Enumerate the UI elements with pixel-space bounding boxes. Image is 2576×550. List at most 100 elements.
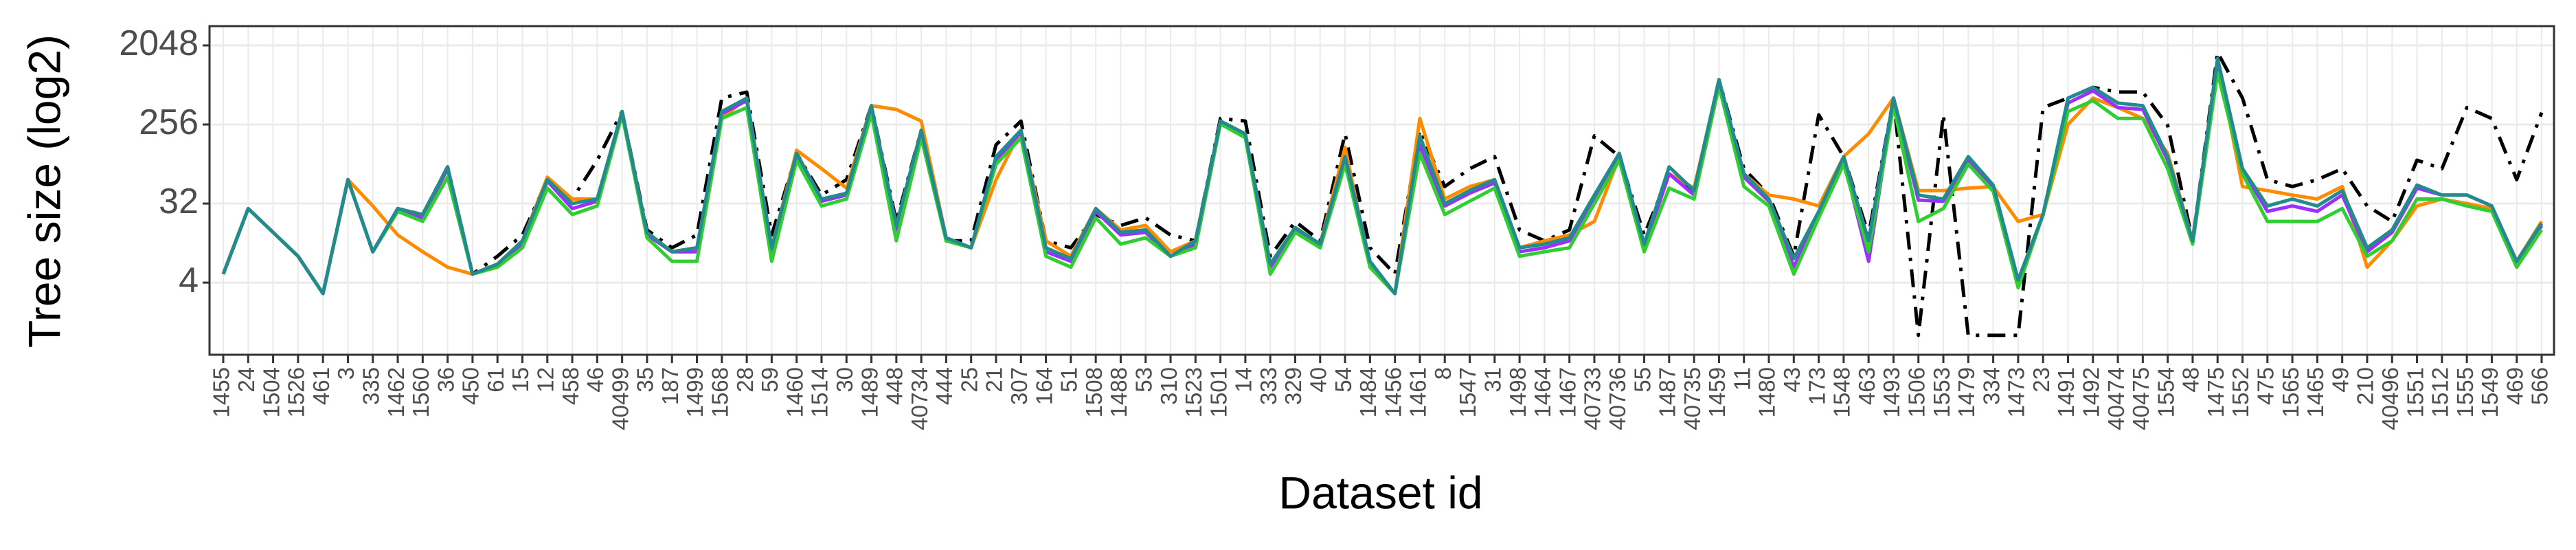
x-tick-label: 1473 bbox=[2004, 367, 2029, 417]
x-tick-label: 566 bbox=[2527, 367, 2553, 405]
x-tick-label: 1547 bbox=[1455, 367, 1480, 417]
x-tick-label: 14 bbox=[1231, 367, 1256, 393]
x-tick-label: 1523 bbox=[1181, 367, 1206, 417]
x-tick-label: 28 bbox=[732, 367, 758, 393]
x-tick-label: 1560 bbox=[408, 367, 433, 417]
x-tick-label: 1489 bbox=[857, 367, 882, 417]
x-tick-label: 8 bbox=[1430, 367, 1456, 380]
x-tick-label: 1551 bbox=[2402, 367, 2428, 417]
x-tick-label: 1499 bbox=[682, 367, 708, 417]
x-tick-label: 1487 bbox=[1655, 367, 1680, 417]
x-tick-label: 448 bbox=[882, 367, 907, 405]
x-tick-label: 40733 bbox=[1580, 367, 1605, 430]
x-tick-label: 1493 bbox=[1879, 367, 1904, 417]
y-axis-title: Tree size (log2) bbox=[19, 34, 69, 348]
x-tick-label: 463 bbox=[1854, 367, 1879, 405]
x-tick-label: 59 bbox=[757, 367, 782, 393]
x-tick-label: 21 bbox=[982, 367, 1007, 393]
x-tick-label: 1492 bbox=[2078, 367, 2103, 417]
x-axis-title: Dataset id bbox=[1278, 467, 1482, 518]
x-tick-label: 40735 bbox=[1680, 367, 1705, 430]
x-tick-label: 40496 bbox=[2377, 367, 2403, 430]
x-tick-label: 1514 bbox=[807, 367, 833, 417]
x-tick-label: 40 bbox=[1305, 367, 1331, 393]
x-tick-label: 333 bbox=[1256, 367, 1281, 405]
x-tick-label: 1568 bbox=[708, 367, 733, 417]
y-tick-label: 256 bbox=[139, 102, 199, 142]
x-tick-label: 40734 bbox=[907, 367, 932, 430]
x-tick-label: 1459 bbox=[1704, 367, 1730, 417]
series-line bbox=[221, 50, 2544, 338]
x-tick-label: 1488 bbox=[1106, 367, 1131, 417]
x-tick-label: 15 bbox=[508, 367, 533, 393]
x-tick-label: 1467 bbox=[1555, 367, 1580, 417]
x-tick-label: 1508 bbox=[1081, 367, 1107, 417]
x-tick-label: 1465 bbox=[2303, 367, 2328, 417]
x-tick-label: 329 bbox=[1280, 367, 1306, 405]
y-tick-label: 32 bbox=[159, 182, 199, 221]
y-tick-label: 4 bbox=[179, 261, 199, 300]
x-tick-label: 11 bbox=[1729, 367, 1754, 390]
x-tick-label: 23 bbox=[2029, 367, 2054, 393]
x-tick-label: 1548 bbox=[1829, 367, 1855, 417]
x-tick-label: 307 bbox=[1006, 367, 1032, 405]
x-tick-label: 173 bbox=[1804, 367, 1829, 405]
x-tick-label: 40474 bbox=[2103, 367, 2129, 430]
x-tick-label: 1484 bbox=[1355, 367, 1381, 417]
x-tick-label: 25 bbox=[956, 367, 982, 393]
x-tick-label: 1460 bbox=[782, 367, 807, 417]
x-tick-label: 1455 bbox=[209, 367, 234, 417]
x-tick-label: 1501 bbox=[1206, 367, 1231, 417]
x-tick-label: 1549 bbox=[2477, 367, 2502, 417]
x-tick-label: 54 bbox=[1331, 367, 1356, 393]
x-tick-label: 1462 bbox=[383, 367, 409, 417]
x-tick-label: 334 bbox=[1978, 367, 2004, 405]
x-tick-label: 40736 bbox=[1605, 367, 1630, 430]
x-tick-label: 3 bbox=[333, 367, 359, 380]
x-tick-label: 1475 bbox=[2203, 367, 2228, 417]
x-tick-label: 1461 bbox=[1405, 367, 1431, 417]
x-tick-label: 1479 bbox=[1954, 367, 1979, 417]
x-tick-label: 461 bbox=[308, 367, 334, 405]
x-tick-label: 1555 bbox=[2452, 367, 2478, 417]
x-tick-label: 43 bbox=[1779, 367, 1805, 393]
x-tick-label: 55 bbox=[1629, 367, 1655, 393]
x-tick-label: 187 bbox=[657, 367, 683, 405]
x-tick-label: 475 bbox=[2253, 367, 2279, 405]
x-tick-label: 210 bbox=[2353, 367, 2378, 405]
x-tick-label: 35 bbox=[633, 367, 658, 393]
x-tick-label: 444 bbox=[931, 367, 957, 405]
x-tick-label: 36 bbox=[433, 367, 458, 393]
x-tick-label: 53 bbox=[1131, 367, 1156, 393]
x-tick-label: 1504 bbox=[258, 367, 284, 417]
y-tick-label: 2048 bbox=[119, 23, 199, 63]
x-tick-label: 40499 bbox=[607, 367, 633, 430]
x-tick-label: 12 bbox=[532, 367, 558, 393]
x-tick-label: 1480 bbox=[1754, 367, 1780, 417]
x-tick-label: 1553 bbox=[1929, 367, 1954, 417]
x-tick-label: 469 bbox=[2502, 367, 2527, 405]
x-tick-label: 48 bbox=[2178, 367, 2204, 393]
x-tick-label: 1464 bbox=[1530, 367, 1555, 417]
plot-border bbox=[208, 25, 2555, 356]
x-tick-label: 1456 bbox=[1380, 367, 1405, 417]
x-tick-label: 30 bbox=[832, 367, 857, 393]
x-tick-label: 164 bbox=[1031, 367, 1057, 405]
x-tick-label: 1498 bbox=[1505, 367, 1530, 417]
x-tick-label: 40475 bbox=[2128, 367, 2154, 430]
x-tick-label: 61 bbox=[483, 367, 508, 393]
series-line bbox=[221, 56, 2544, 296]
x-tick-label: 49 bbox=[2327, 367, 2353, 393]
x-tick-label: 1554 bbox=[2153, 367, 2178, 417]
x-tick-label: 310 bbox=[1156, 367, 1182, 405]
x-tick-label: 31 bbox=[1480, 367, 1506, 393]
x-tick-label: 1512 bbox=[2428, 367, 2453, 417]
x-tick-label: 1506 bbox=[1903, 367, 1929, 417]
x-tick-label: 335 bbox=[358, 367, 383, 405]
x-tick-label: 1552 bbox=[2228, 367, 2253, 417]
x-tick-label: 46 bbox=[583, 367, 608, 393]
x-tick-label: 1526 bbox=[284, 367, 309, 417]
x-tick-label: 1565 bbox=[2278, 367, 2303, 417]
x-tick-label: 1491 bbox=[2053, 367, 2079, 417]
